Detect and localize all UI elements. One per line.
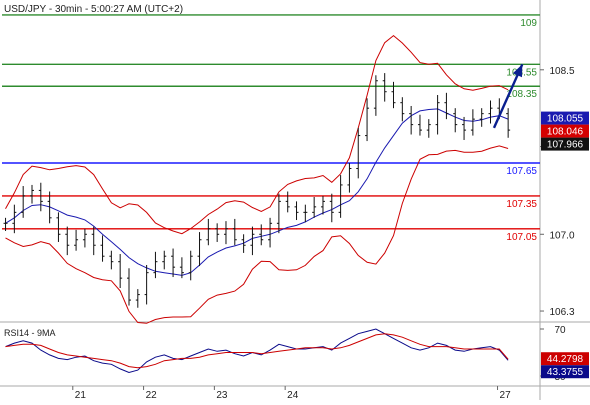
- rsi-series-line-1: [5, 333, 509, 369]
- candle: [171, 248, 176, 278]
- chart-title: USD/JPY - 30min - 5:00:27 AM (UTC+2): [4, 4, 183, 15]
- level-label-4: 107.35: [506, 199, 537, 210]
- candle: [479, 108, 484, 127]
- candle: [294, 201, 299, 221]
- price-panel: 109108.55108.35107.65107.35107.05106.310…: [2, 14, 589, 324]
- candle: [250, 226, 255, 256]
- candle: [12, 204, 17, 234]
- candle: [453, 108, 458, 133]
- price-tag-box-1: [541, 124, 589, 138]
- candle: [126, 268, 131, 306]
- level-label-2: 108.35: [506, 89, 537, 100]
- candle: [268, 217, 273, 248]
- rsi-title: RSI14 - 9MA: [4, 328, 56, 338]
- candle: [435, 95, 440, 135]
- price-tag-box-2: [541, 137, 589, 151]
- x-axis: 21 22 23 24 27: [72, 386, 512, 401]
- candle: [74, 229, 79, 251]
- candle: [373, 75, 378, 116]
- price-tick-label-3: 108.5: [549, 66, 574, 77]
- bollinger-lower-line: [5, 145, 509, 324]
- forecast-arrow-head: [512, 64, 523, 78]
- x-tick-label-4: 27: [500, 390, 512, 400]
- candle: [506, 108, 511, 138]
- candle: [65, 226, 70, 256]
- rsi-series-line-0: [5, 328, 509, 374]
- candle: [409, 105, 414, 135]
- level-label-0: 109: [520, 18, 537, 29]
- candle: [365, 98, 370, 142]
- candle: [444, 92, 449, 120]
- rsi-tick-label-1: 70: [554, 325, 566, 336]
- candle: [100, 235, 105, 262]
- candle: [400, 97, 405, 122]
- candle: [232, 218, 237, 246]
- price-tag-label-1: 108.046: [547, 127, 584, 138]
- candle: [197, 232, 202, 267]
- candle: [312, 196, 317, 218]
- candle: [82, 228, 87, 248]
- candle: [417, 114, 422, 136]
- rsi-value-tag-box-1: [541, 365, 589, 379]
- candle: [285, 191, 290, 213]
- candle: [488, 100, 493, 124]
- candle: [382, 73, 387, 102]
- x-tick-label-0: 21: [75, 390, 87, 400]
- candle: [153, 251, 158, 279]
- candle: [462, 116, 467, 140]
- candle: [215, 223, 220, 242]
- level-label-5: 107.05: [506, 232, 537, 243]
- candle: [356, 127, 361, 179]
- rsi-value-tag-label-0: 44.2798: [547, 354, 584, 365]
- candle: [162, 250, 167, 270]
- price-tag-label-0: 108.055: [547, 114, 584, 125]
- level-label-3: 107.65: [506, 166, 537, 177]
- candle: [470, 109, 475, 136]
- price-tag-label-2: 107.966: [547, 140, 584, 151]
- candle: [206, 218, 211, 246]
- moving-average-line: [5, 108, 509, 276]
- candle: [320, 195, 325, 215]
- candle: [338, 175, 343, 218]
- candle: [144, 264, 149, 305]
- rsi-value-tag-box-0: [541, 352, 589, 366]
- candle: [276, 193, 281, 234]
- price-tag-box-0: [541, 111, 589, 125]
- candle: [329, 193, 334, 223]
- price-tick-label-1: 107.0: [549, 230, 574, 241]
- price-tick-label-0: 106.3: [549, 307, 574, 318]
- candle: [3, 217, 8, 231]
- candle: [241, 234, 246, 253]
- candle: [259, 224, 264, 246]
- candle: [135, 289, 140, 308]
- candle: [118, 254, 123, 289]
- candle: [109, 250, 114, 270]
- bollinger-upper-line: [5, 34, 509, 235]
- candle: [179, 257, 184, 279]
- candle: [38, 182, 43, 212]
- candle: [91, 226, 96, 256]
- x-tick-label-2: 23: [216, 390, 228, 400]
- candle: [188, 250, 193, 281]
- x-tick-label-3: 24: [287, 390, 299, 400]
- candle: [56, 212, 61, 242]
- candle: [426, 119, 431, 138]
- candle: [47, 191, 52, 224]
- candle: [29, 184, 34, 204]
- candle: [223, 221, 228, 245]
- candle: [21, 186, 26, 218]
- candle: [391, 81, 396, 109]
- candle: [303, 204, 308, 223]
- rsi-value-tag-label-1: 43.3755: [547, 367, 584, 378]
- x-tick-label-1: 22: [146, 390, 158, 400]
- candle: [347, 163, 352, 193]
